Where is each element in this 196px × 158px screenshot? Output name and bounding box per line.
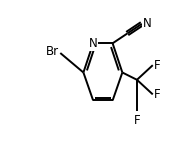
Text: F: F [154,59,161,72]
Text: F: F [134,114,140,127]
Text: N: N [143,17,152,30]
Text: N: N [89,37,98,50]
Text: F: F [154,88,161,101]
Text: Br: Br [46,45,59,58]
